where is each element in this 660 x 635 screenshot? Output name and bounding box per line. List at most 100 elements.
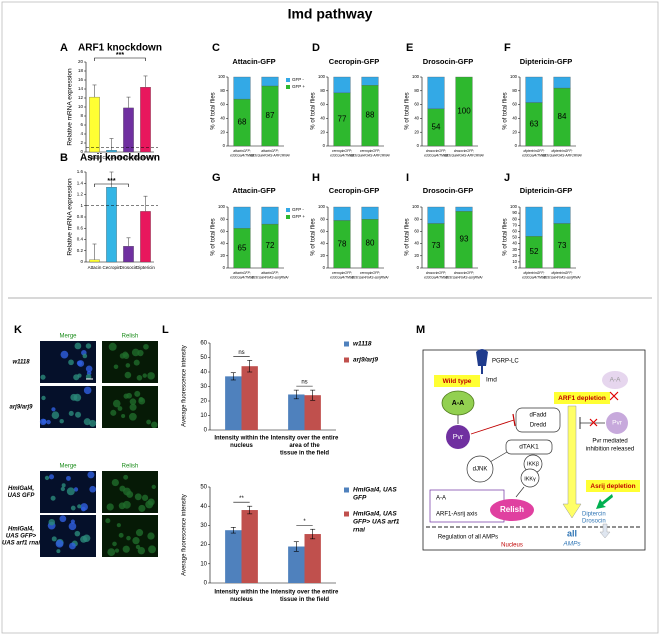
y-tick-label: 40 [200, 504, 207, 510]
panel-letter: I [406, 172, 409, 184]
cell-nucleus [124, 371, 132, 379]
data-label: 80 [366, 239, 375, 248]
y-tick-label: 40 [200, 370, 207, 376]
legend-swatch [344, 511, 349, 517]
data-label: 63 [530, 119, 539, 128]
cell-nucleus [68, 410, 74, 416]
y-tick-label: 16 [78, 77, 84, 82]
cell-nucleus [106, 503, 114, 511]
y-tick-label: 14 [78, 86, 84, 91]
cell-nucleus [151, 484, 156, 490]
depleted-pvr-shape [606, 412, 628, 434]
cell-nucleus [123, 474, 129, 480]
y-tick-label: 20 [320, 129, 325, 134]
legend-swatch [286, 208, 290, 212]
y-tick-label: 40 [414, 241, 419, 246]
cell-nucleus [87, 471, 95, 479]
cell-nucleus [122, 545, 130, 553]
wild-type-label: Wild type [443, 378, 472, 385]
cell-nucleus [83, 418, 91, 426]
cell-nucleus [40, 374, 46, 380]
y-tick-label: 20 [512, 253, 517, 258]
data-label: 73 [558, 241, 567, 250]
cell-nucleus [147, 532, 155, 540]
cell-nucleus [126, 392, 132, 399]
y-tick-label: 90 [512, 210, 517, 215]
cell-nucleus [73, 393, 82, 402]
cell-nucleus [138, 504, 146, 512]
x-tick-label: cecropinGFP; [360, 271, 380, 275]
release-note: Pvr mediated [592, 439, 627, 445]
y-tick-label: 80 [220, 216, 225, 221]
bar-segment [361, 76, 379, 86]
row-label: w1118 [12, 360, 30, 366]
cell-nucleus [80, 535, 88, 543]
cell-nucleus [74, 342, 82, 350]
inhibition-line [470, 419, 515, 435]
x-tick-label: tissue in the field [280, 451, 329, 457]
panel-letter: A [60, 42, 68, 54]
column-label: Merge [59, 334, 77, 340]
y-tick-label: 100 [218, 204, 226, 209]
significance-label: ns [238, 350, 244, 356]
cell-nucleus [68, 359, 74, 366]
relish-shape [490, 499, 534, 521]
complex-label: Dredd [530, 423, 546, 429]
row-label: UAS GFP> [6, 534, 37, 540]
x-tick-label: Intensity over the entire [271, 436, 339, 442]
cell-nucleus [41, 419, 47, 424]
bar [123, 246, 134, 263]
y-tick-label: 20 [200, 399, 207, 405]
cell-nucleus [145, 500, 154, 509]
cell-nucleus [113, 364, 119, 370]
x-tick-label: Intensity over the entire [271, 590, 339, 596]
legend-label: HmlGal4, UAS [353, 511, 397, 518]
arrow [515, 486, 525, 498]
regulation-label: Regulation of all AMPs [438, 535, 498, 541]
bar [140, 211, 151, 263]
asrij-depletion-label: Asrij depletion [590, 483, 635, 490]
cell-nucleus [132, 537, 140, 545]
x-tick-label: e33cGal4/TM6B [522, 276, 547, 280]
y-tick-label: 60 [512, 102, 517, 107]
x-tick-label: tissue in the field [280, 597, 329, 603]
bar [241, 510, 258, 583]
x-tick-label: e33cGal4/UAS-ARF1RNAi [542, 154, 581, 158]
cell-nucleus [108, 342, 117, 351]
y-axis-label: % of total flies [311, 92, 317, 129]
panel-letter: B [60, 152, 68, 164]
pvr-shape [446, 425, 470, 449]
y-tick-label: 18 [78, 68, 84, 73]
legend-label: GFP + [292, 84, 305, 89]
bar-segment [553, 206, 571, 224]
panel-letter: L [162, 324, 169, 336]
bar [140, 87, 151, 153]
cell-nucleus [89, 419, 97, 427]
y-tick-label: 60 [414, 229, 419, 234]
x-tick-label: attacinGFP; [233, 271, 250, 275]
x-tick-label: e33cGal4/TM6B [230, 154, 255, 158]
panel-letter: E [406, 42, 413, 54]
data-label: 88 [366, 111, 375, 120]
x-tick-label: cecropinGFP; [332, 271, 352, 275]
cross [589, 418, 598, 427]
y-axis-label: % of total flies [211, 92, 217, 129]
all-label: all [567, 528, 577, 538]
y-tick-label: 80 [320, 88, 325, 93]
panel-letter: M [416, 324, 425, 336]
significance-label: *** [107, 178, 115, 185]
bar [89, 259, 100, 263]
cell-nucleus [105, 518, 111, 524]
y-tick-label: 0 [515, 143, 518, 148]
x-tick-label: attacinGFP; [261, 149, 278, 153]
panel-letter: G [212, 172, 221, 184]
panel-letter: D [312, 42, 320, 54]
y-tick-label: 80 [414, 216, 419, 221]
y-tick-label: 1.6 [77, 169, 84, 174]
cell-nucleus [48, 518, 56, 526]
arf1-depletion-label: ARF1 depletion [558, 395, 606, 402]
y-tick-label: 6 [80, 122, 83, 127]
y-tick-label: 20 [78, 59, 84, 64]
x-tick-label: drosocinGFP; [454, 271, 474, 275]
kinase-box [505, 439, 553, 455]
